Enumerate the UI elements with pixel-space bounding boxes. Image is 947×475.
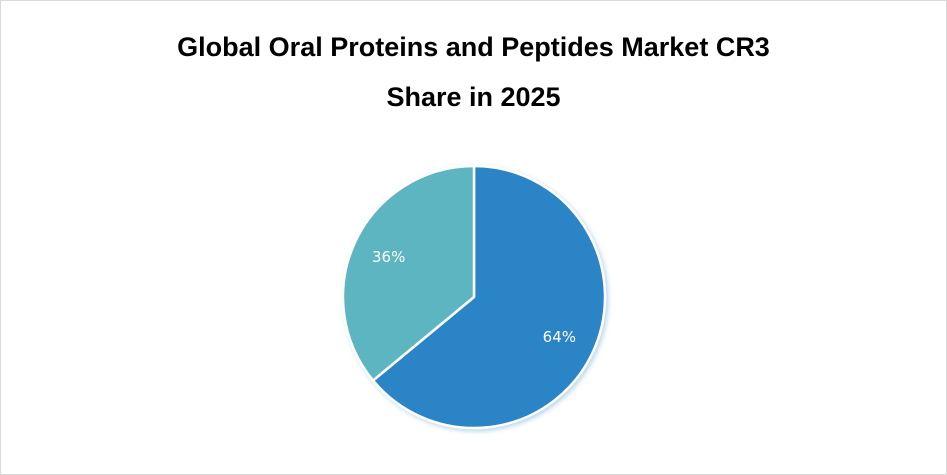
pie-slice-label-1: 64% <box>543 328 576 346</box>
pie-slice-2 <box>341 164 476 382</box>
chart-title: Global Oral Proteins and Peptides Market… <box>0 22 947 122</box>
chart-title-line-1: Global Oral Proteins and Peptides Market… <box>177 32 770 62</box>
pie-slice-1 <box>371 164 607 430</box>
chart-title-line-2: Share in 2025 <box>386 82 561 112</box>
pie-slice-label-2: 36% <box>372 248 405 266</box>
